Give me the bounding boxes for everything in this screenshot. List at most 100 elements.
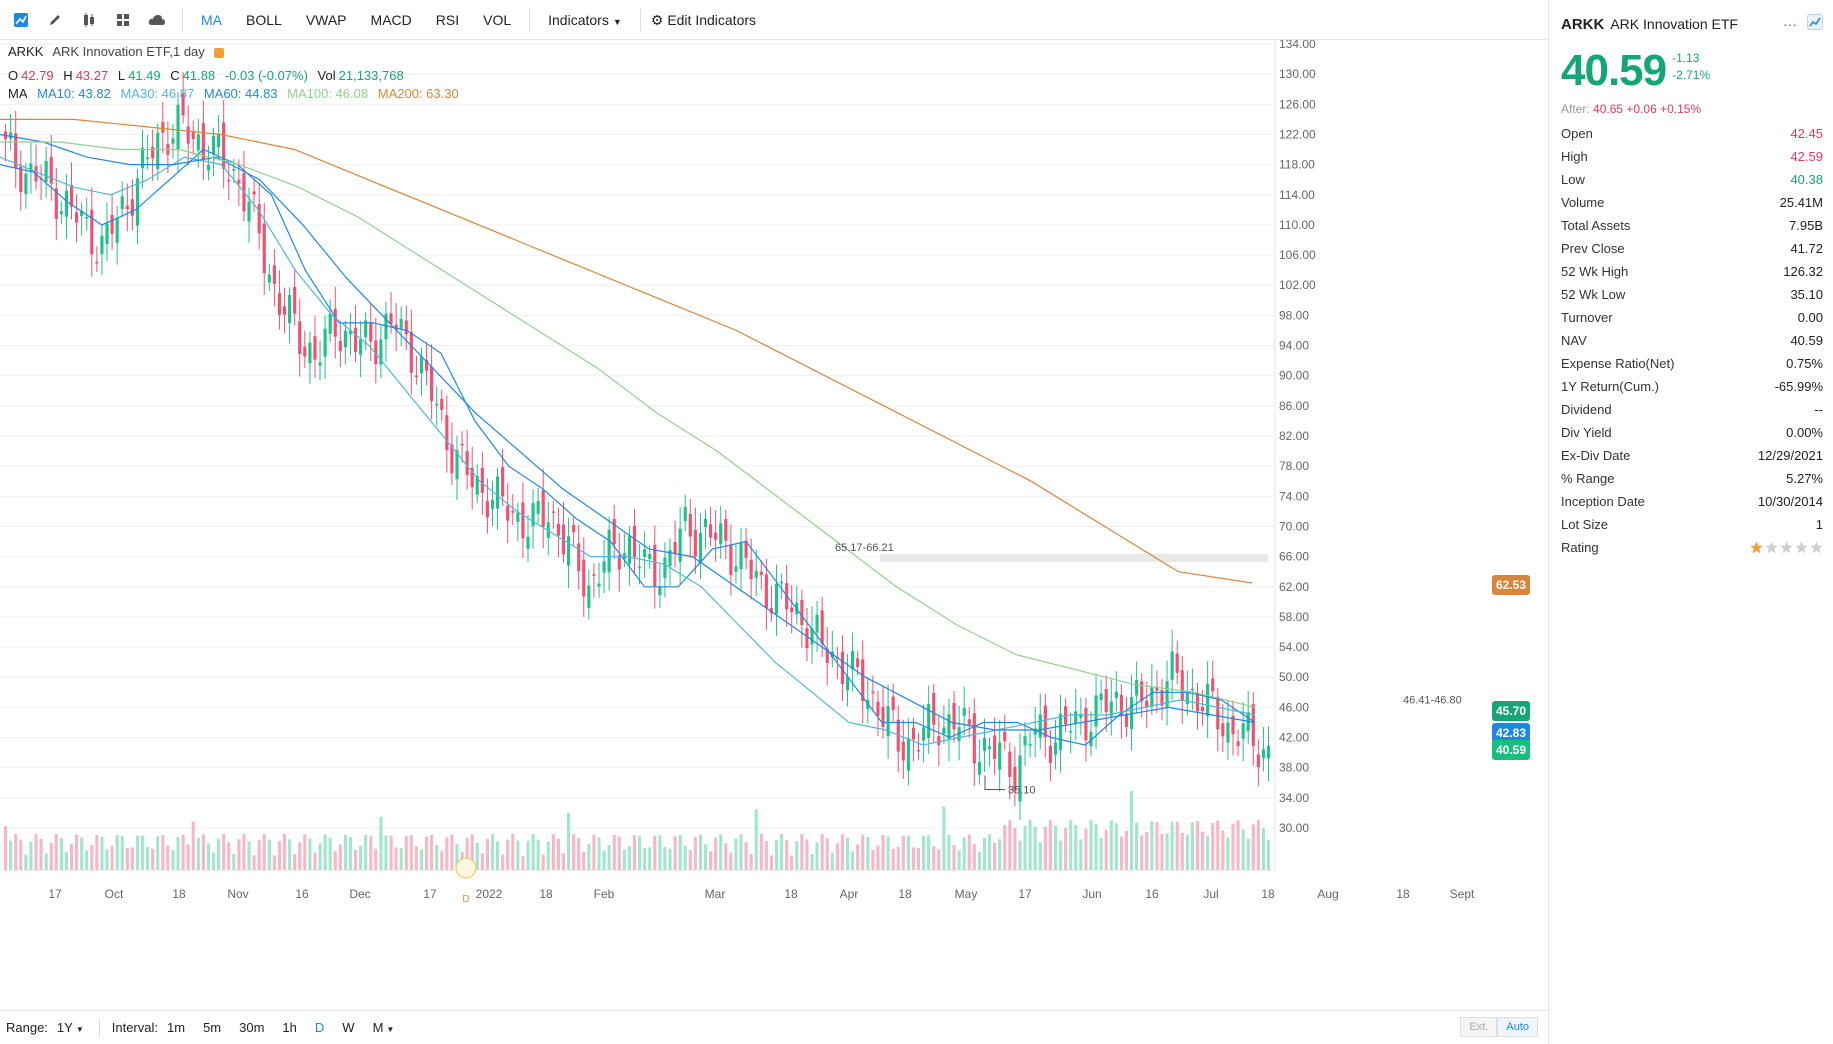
after-hours-value: 40.65 +0.06 +0.15% (1593, 102, 1702, 116)
volume-bar (323, 834, 327, 870)
candle-body (125, 205, 129, 209)
candle-body (1104, 688, 1108, 713)
candlestick-icon[interactable] (74, 5, 104, 35)
volume-bar (688, 849, 692, 870)
y-tick-label: 34.00 (1279, 791, 1309, 805)
candle-body (353, 327, 358, 353)
range-dropdown[interactable]: 1Y ▼ (48, 1020, 93, 1035)
stat-value: 40.59 (1790, 333, 1823, 348)
candle-body (1251, 704, 1255, 746)
interval-month-dropdown[interactable]: M ▼ (364, 1020, 404, 1035)
candle-body (1028, 744, 1032, 746)
candle-body (709, 524, 713, 538)
interval-1m[interactable]: 1m (167, 1020, 186, 1035)
volume-bar (166, 845, 170, 870)
legend-info-icon[interactable] (214, 47, 225, 58)
indicator-boll[interactable]: BOLL (246, 11, 282, 28)
candle-body (374, 340, 378, 364)
y-tick-label: 114.00 (1279, 188, 1315, 202)
stat-value: 7.95B (1789, 218, 1823, 233)
volume-bar (130, 847, 134, 870)
indicator-vwap[interactable]: VWAP (305, 11, 347, 28)
volume-bar (521, 855, 525, 870)
volume-bar (333, 851, 337, 870)
candle-body (952, 702, 956, 730)
x-tick-label: Sept (1450, 887, 1475, 901)
price-chart[interactable]: 134.00 130.00 126.00 122.00 118.00 114.00 110.… (0, 40, 1548, 1010)
volume-bar (1170, 821, 1174, 870)
auto-scale-button[interactable]: Auto (1497, 1017, 1538, 1037)
chart-line-icon[interactable] (6, 5, 36, 35)
volume-bar (1033, 826, 1037, 870)
candle-body (942, 727, 946, 735)
stat-label: Lot Size (1561, 517, 1608, 532)
candle-body (1221, 723, 1225, 737)
stat-label: Low (1561, 172, 1585, 187)
candle-body (450, 444, 454, 474)
price-badge-ma100: 45.70 (1492, 701, 1530, 721)
volume-bar (95, 834, 99, 870)
range-value: 1Y (56, 1020, 73, 1035)
interval-week[interactable]: W (342, 1020, 355, 1035)
volume-bar (1231, 823, 1235, 870)
volume-bar (876, 845, 880, 870)
volume-bar (820, 834, 824, 870)
ma-line-ma30 (0, 156, 1256, 746)
pencil-icon[interactable] (40, 5, 70, 35)
interval-5m[interactable]: 5m (203, 1020, 222, 1035)
candle-body (749, 559, 753, 580)
interval-day[interactable]: D (314, 1020, 325, 1035)
candle-body (739, 543, 743, 570)
volume-bar (1251, 824, 1255, 870)
chart-area[interactable]: 134.00 130.00 126.00 122.00 118.00 114.00 110.… (0, 40, 1548, 1010)
candle-body (222, 122, 226, 169)
candle-body (582, 559, 586, 597)
volume-bar (830, 852, 834, 870)
chart-toggle-icon[interactable] (1807, 14, 1823, 34)
chart-legend-ohlc: O 42.79 H 43.27 L 41.49 C 41.88 -0.03 (-0.07… (8, 68, 410, 83)
volume-bar (1003, 824, 1007, 870)
legend-open: 42.79 (21, 68, 54, 83)
after-hours-label: After: (1561, 102, 1590, 116)
candle-body (648, 554, 652, 559)
volume-bar (364, 835, 368, 870)
candle-body (29, 163, 33, 172)
cloud-icon[interactable] (142, 5, 172, 35)
stat-row: Lot Size 1 (1561, 513, 1823, 536)
volume-bar (967, 834, 971, 870)
volume-bar (435, 845, 439, 870)
indicator-rsi[interactable]: RSI (435, 11, 460, 28)
volume-bar (561, 853, 566, 870)
indicator-vol[interactable]: VOL (483, 11, 512, 28)
candle-body (840, 651, 845, 684)
extended-hours-button[interactable]: Ext. (1460, 1017, 1498, 1037)
candle-body (480, 467, 484, 493)
interval-30m[interactable]: 30m (239, 1020, 265, 1035)
indicator-ma[interactable]: MA (201, 11, 222, 28)
x-tick-label: 18 (898, 887, 912, 901)
volume-bar (4, 826, 8, 870)
volume-bar (896, 846, 900, 870)
indicators-dropdown[interactable]: Indicators ▼ (536, 5, 634, 35)
grid-icon[interactable] (108, 5, 138, 35)
volume-bar (952, 845, 956, 870)
stat-row: Total Assets 7.95B (1561, 214, 1823, 237)
candle-body (511, 511, 515, 513)
candle-body (617, 555, 621, 570)
candle-body (49, 156, 53, 184)
candle-body (130, 199, 134, 216)
more-options-icon[interactable]: ··· (1783, 16, 1797, 32)
x-tick-label: Aug (1317, 887, 1338, 901)
volume-bar (911, 847, 916, 870)
interval-1h[interactable]: 1h (282, 1020, 297, 1035)
volume-bar (293, 853, 297, 870)
volume-bar (409, 835, 413, 870)
candle-body (475, 475, 479, 495)
y-tick-label: 106.00 (1279, 248, 1316, 262)
volume-bar (1165, 833, 1169, 870)
x-tick-label: 18 (539, 887, 553, 901)
volume-bar (1226, 837, 1230, 870)
indicator-macd[interactable]: MACD (370, 11, 412, 28)
edit-indicators-button[interactable]: ⚙ Edit Indicators (647, 5, 768, 35)
legend-change: -0.03 (-0.07%) (224, 68, 308, 83)
